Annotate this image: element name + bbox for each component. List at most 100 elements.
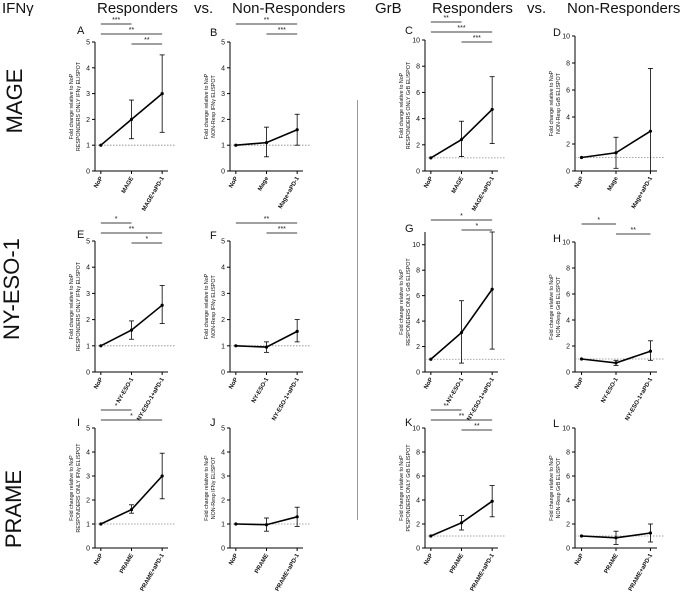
sig-label-H-1: ** bbox=[630, 227, 636, 234]
y-tick-label-H-0: 0 bbox=[566, 370, 570, 377]
x-tick-label-G-0: NoP bbox=[423, 377, 434, 390]
y-tick-label-G-0: 0 bbox=[416, 370, 420, 377]
data-point-D-0 bbox=[579, 155, 584, 160]
x-tick-label-L-0: NoP bbox=[574, 553, 585, 566]
data-point-F-0 bbox=[234, 344, 238, 348]
y-tick-label-D-1: 2 bbox=[566, 142, 570, 149]
y-tick-label-H-2: 4 bbox=[566, 318, 570, 325]
data-point-E-0 bbox=[99, 344, 103, 348]
sig-label-K-0: ** bbox=[443, 403, 449, 410]
x-tick-label-F-2: NY-ESO-1+aPD-1 bbox=[271, 376, 301, 422]
y-axis-label-A-0: Fold change relative to NoP bbox=[69, 73, 75, 139]
y-tick-label-L-2: 4 bbox=[566, 498, 570, 505]
y-axis-label-L-1: NON-Resp GrB ELISPOT bbox=[556, 457, 562, 518]
y-tick-label-D-2: 4 bbox=[566, 115, 570, 122]
panel-letter-F: F bbox=[210, 230, 217, 242]
x-tick-label-G-1: NY-ESO-1 bbox=[446, 376, 466, 404]
data-point-L-1 bbox=[614, 536, 618, 540]
y-tick-label-D-3: 6 bbox=[566, 88, 570, 95]
x-tick-label-I-2: PRAME+aPD-1 bbox=[140, 552, 167, 592]
y-tick-label-C-0: 0 bbox=[416, 169, 420, 176]
sig-label-F-0: ** bbox=[264, 216, 270, 223]
x-tick-label-B-1: Mage bbox=[257, 175, 270, 192]
x-tick-label-E-1: NY-ESO-1 bbox=[116, 376, 136, 404]
y-tick-label-H-5: 10 bbox=[562, 240, 570, 247]
data-point-E-1 bbox=[129, 328, 134, 332]
y-axis-label-I-0: Fold change relative to NoP bbox=[69, 455, 75, 521]
sig-label-I-1: * bbox=[130, 413, 133, 420]
y-tick-label-G-1: 2 bbox=[416, 344, 420, 351]
y-tick-label-B-1: 1 bbox=[221, 143, 225, 150]
x-tick-label-C-0: NoP bbox=[423, 176, 434, 189]
panel-F: F 0 1 2 3 4 5 Fold change relative to NoP NON-Re… bbox=[204, 216, 311, 422]
x-tick-label-G-2: NY-ESO-1+aPD-1 bbox=[466, 376, 496, 422]
data-point-H-2 bbox=[648, 349, 653, 353]
y-tick-label-B-3: 3 bbox=[221, 91, 225, 98]
y-axis-label-I-1: RESPONDERS ONLY IFNγ ELISPOT bbox=[76, 443, 82, 533]
y-tick-label-F-5: 5 bbox=[221, 239, 225, 246]
panel-G: G 0 2 4 6 8 10 Fold change relative to NoP RESPO… bbox=[399, 213, 506, 422]
panel-C: C 0 2 4 6 8 10 Fold change relative to NoP RESPO… bbox=[399, 15, 506, 212]
panel-E: E 0 1 2 3 4 5 Fold change relative to NoP RESPON… bbox=[69, 216, 176, 422]
y-tick-label-E-5: 5 bbox=[86, 239, 90, 246]
data-point-J-0 bbox=[234, 522, 238, 526]
y-tick-label-G-4: 8 bbox=[416, 268, 420, 275]
y-tick-label-K-4: 8 bbox=[416, 450, 420, 457]
data-point-L-0 bbox=[579, 534, 584, 538]
y-tick-label-C-2: 4 bbox=[416, 116, 420, 123]
sig-label-K-2: ** bbox=[474, 423, 480, 430]
y-tick-label-J-4: 4 bbox=[221, 450, 225, 457]
x-tick-label-I-1: PRAME bbox=[119, 553, 135, 575]
y-tick-label-J-1: 1 bbox=[221, 522, 225, 529]
x-tick-label-L-2: PRAME+aPD-1 bbox=[628, 552, 655, 592]
y-tick-label-H-3: 6 bbox=[566, 292, 570, 299]
panel-letter-B: B bbox=[210, 27, 217, 39]
panel-H: H 0 2 4 6 8 10 Fold change relative to NoP NON-R… bbox=[549, 217, 665, 422]
y-axis-label-K-1: PESPONDERS ONLY GrB ELISPOT bbox=[406, 444, 412, 532]
y-axis-label-G-1: RESPONDERS ONLY GrB ELISPOT bbox=[406, 258, 412, 346]
y-tick-label-G-3: 6 bbox=[416, 293, 420, 300]
sig-label-I-0: * bbox=[115, 403, 118, 410]
x-tick-label-K-2: PRAME+aPD-1 bbox=[470, 552, 497, 592]
y-axis-label-C-1: RESPONDERS ONLY GrB ELISPOT bbox=[406, 61, 412, 149]
data-point-J-1 bbox=[264, 523, 269, 527]
y-tick-label-I-2: 2 bbox=[86, 498, 90, 505]
sig-label-A-2: ** bbox=[144, 37, 150, 44]
sig-label-E-1: ** bbox=[129, 226, 135, 233]
y-axis-label-K-0: Fold change relative to NoP bbox=[399, 455, 405, 521]
y-tick-label-F-2: 2 bbox=[221, 317, 225, 324]
data-point-I-2 bbox=[160, 474, 164, 478]
data-point-H-1 bbox=[614, 361, 618, 365]
x-tick-label-A-2: MAGE+aPD-1 bbox=[141, 175, 166, 212]
x-tick-label-B-0: NoP bbox=[228, 176, 239, 189]
y-axis-label-B-0: Fold change relative to NoP bbox=[204, 73, 210, 139]
data-point-G-2 bbox=[490, 287, 494, 291]
y-tick-label-A-3: 3 bbox=[86, 91, 90, 98]
y-tick-label-A-5: 5 bbox=[86, 40, 90, 47]
y-tick-label-L-4: 8 bbox=[566, 450, 570, 457]
data-point-D-1 bbox=[614, 151, 618, 155]
y-tick-label-K-1: 2 bbox=[416, 522, 420, 529]
sig-label-A-0: *** bbox=[112, 17, 120, 24]
data-point-C-2 bbox=[490, 107, 494, 112]
sig-label-G-0: * bbox=[460, 213, 463, 220]
y-tick-label-A-4: 4 bbox=[86, 65, 90, 72]
y-tick-label-B-2: 2 bbox=[221, 117, 225, 124]
data-point-A-1 bbox=[129, 117, 134, 121]
y-tick-label-B-4: 4 bbox=[221, 65, 225, 72]
sig-label-H-0: * bbox=[597, 217, 600, 224]
sig-label-F-1: *** bbox=[278, 226, 286, 233]
panel-letter-L: L bbox=[553, 418, 559, 430]
header-ifn-vs: vs. bbox=[194, 0, 214, 17]
header-grb-vs: vs. bbox=[527, 0, 547, 17]
y-tick-label-I-5: 5 bbox=[86, 426, 90, 433]
y-tick-label-E-3: 3 bbox=[86, 291, 90, 298]
data-point-B-2 bbox=[295, 128, 299, 132]
data-point-E-2 bbox=[160, 303, 164, 307]
panel-K: K 0 2 4 6 8 10 Fold change relative to NoP PESPO… bbox=[399, 403, 506, 593]
y-tick-label-F-0: 0 bbox=[221, 370, 225, 377]
x-tick-label-K-0: NoP bbox=[423, 553, 434, 566]
data-point-L-2 bbox=[648, 531, 653, 535]
y-tick-label-E-2: 2 bbox=[86, 317, 90, 324]
x-tick-label-H-0: NoP bbox=[574, 377, 585, 390]
